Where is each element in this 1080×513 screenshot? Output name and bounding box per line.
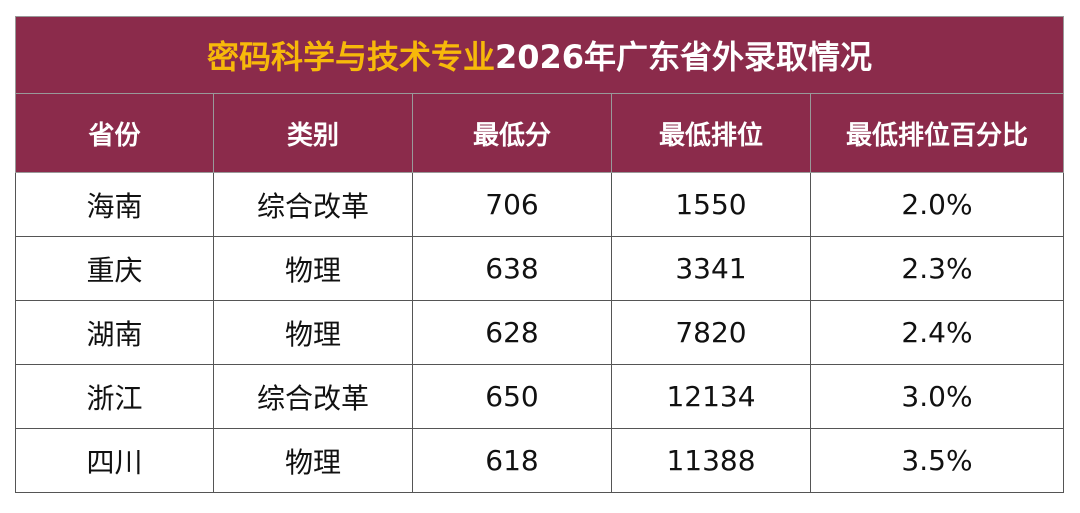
- table-row: 重庆 物理 638 3341 2.3%: [15, 236, 1064, 301]
- table-cell: 物理: [213, 236, 413, 301]
- table-cell: 618: [412, 428, 612, 493]
- title: 密码科学与技术专业2026年广东省外录取情况: [15, 16, 1064, 94]
- table-cell: 628: [412, 300, 612, 365]
- table-cell: 638: [412, 236, 612, 301]
- table-cell: 3.5%: [810, 428, 1064, 493]
- table-cell: 物理: [213, 300, 413, 365]
- table-row: 四川 物理 618 11388 3.5%: [15, 428, 1064, 493]
- table-cell: 11388: [611, 428, 811, 493]
- table-row: 浙江 综合改革 650 12134 3.0%: [15, 364, 1064, 429]
- table-cell: 706: [412, 172, 612, 237]
- column-header: 省份: [15, 93, 214, 173]
- admission-table: 密码科学与技术专业2026年广东省外录取情况 省份 类别 最低分 最低排位 最低排位百分…: [15, 16, 1064, 493]
- table-row: 海南 综合改革 706 1550 2.0%: [15, 172, 1064, 237]
- table-cell: 2.4%: [810, 300, 1064, 365]
- column-header: 类别: [213, 93, 413, 173]
- title-row: 密码科学与技术专业2026年广东省外录取情况: [15, 16, 1064, 94]
- table-body: 海南 综合改革 706 1550 2.0% 重庆 物理 638 3341 2.3% 湖南 物理 628 7…: [15, 172, 1064, 493]
- table-cell: 浙江: [15, 364, 214, 429]
- table-wrap: 密码科学与技术专业2026年广东省外录取情况 省份 类别 最低分 最低排位 最低排位百分…: [15, 16, 1064, 493]
- table-cell: 综合改革: [213, 364, 413, 429]
- column-header: 最低分: [412, 93, 612, 173]
- table-cell: 综合改革: [213, 172, 413, 237]
- table-cell: 2.0%: [810, 172, 1064, 237]
- table-cell: 7820: [611, 300, 811, 365]
- title-highlight: 密码科学与技术专业: [206, 38, 495, 76]
- table-row: 湖南 物理 628 7820 2.4%: [15, 300, 1064, 365]
- table-cell: 1550: [611, 172, 811, 237]
- column-header: 最低排位: [611, 93, 811, 173]
- table-cell: 四川: [15, 428, 214, 493]
- title-rest: 2026年广东省外录取情况: [494, 38, 873, 76]
- table-cell: 物理: [213, 428, 413, 493]
- table-cell: 重庆: [15, 236, 214, 301]
- table-cell: 3.0%: [810, 364, 1064, 429]
- table-cell: 2.3%: [810, 236, 1064, 301]
- table-cell: 12134: [611, 364, 811, 429]
- table-cell: 海南: [15, 172, 214, 237]
- table-cell: 3341: [611, 236, 811, 301]
- table-cell: 650: [412, 364, 612, 429]
- column-header: 最低排位百分比: [810, 93, 1064, 173]
- table-cell: 湖南: [15, 300, 214, 365]
- header-row: 省份 类别 最低分 最低排位 最低排位百分比: [15, 93, 1064, 173]
